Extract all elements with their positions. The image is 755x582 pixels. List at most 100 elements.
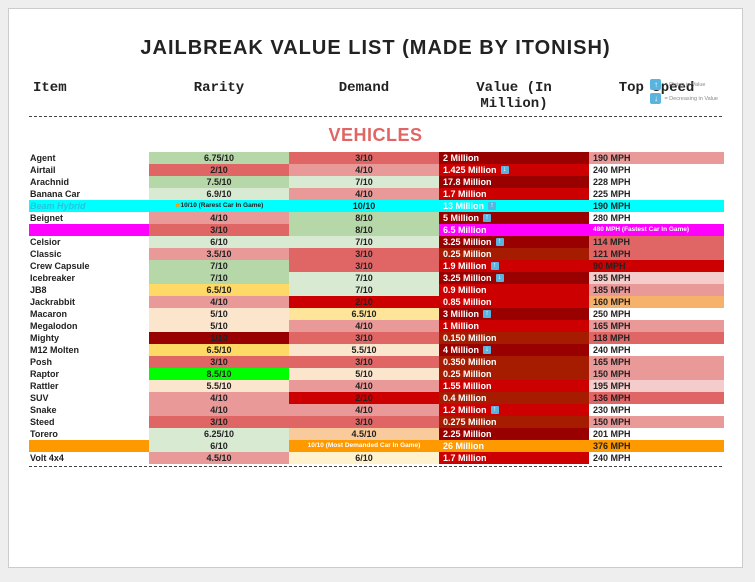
item-name: Steed [29,416,149,428]
value-cell: 0.275 Million [439,416,589,428]
demand-cell: 3/10 [289,332,439,344]
item-name: Rattler [29,380,149,392]
speed-cell: 376 MPH [589,440,724,452]
speed-cell: 150 MPH [589,416,724,428]
speed-cell: 160 MPH [589,296,724,308]
speed-cell: 150 MPH [589,368,724,380]
table-row: Posh3/103/100.350 Million165 MPH [29,356,722,368]
section-title: VEHICLES [29,121,722,152]
col-demand: Demand [289,78,439,114]
col-value: Value (In Million) [439,78,589,114]
demand-cell: 4/10 [289,320,439,332]
rarity-cell: 1/10 [149,332,289,344]
demand-cell: 10/10 (Most Demanded Car In Game) [289,440,439,452]
speed-cell: 114 MPH [589,236,724,248]
table-row: Macaron5/106.5/103 Million↑250 MPH [29,308,722,320]
item-name: Banana Car [29,188,149,200]
value-cell: 1.9 Million↑ [439,260,589,272]
item-name: Volt 4x4 [29,452,149,464]
speed-cell: 250 MPH [589,308,724,320]
value-up-icon: ↑ [496,238,504,246]
value-up-icon: ↑ [488,202,496,210]
item-name: Airtail [29,164,149,176]
table-row: Jackrabbit4/102/100.85 Million160 MPH [29,296,722,308]
value-cell: 1.7 Million [439,188,589,200]
column-headers: Item Rarity Demand Value (In Million) To… [29,78,722,114]
speed-cell: 230 MPH [589,404,724,416]
value-cell: 1.425 Million↓ [439,164,589,176]
table-row: Classic3.5/103/100.25 Million121 MPH [29,248,722,260]
value-cell: 2 Million [439,152,589,164]
item-name: Posh [29,356,149,368]
item-name: Classic [29,248,149,260]
rarity-cell: 2/10 [149,164,289,176]
table-row: JB86.5/107/100.9 Million185 MPH [29,284,722,296]
value-cell: 17.8 Million [439,176,589,188]
rarity-cell: 3/10 [149,224,289,236]
speed-cell: 165 MPH [589,320,724,332]
value-up-icon: ↑ [483,214,491,222]
value-cell: 3 Million↑ [439,308,589,320]
rarity-cell: 6.9/10 [149,188,289,200]
rarity-cell: 4/10 [149,212,289,224]
value-cell: 0.150 Million [439,332,589,344]
vehicle-rows: Agent6.75/103/102 Million190 MPHAirtail2… [29,152,722,464]
item-name: Mighty [29,332,149,344]
demand-cell: 7/10 [289,284,439,296]
demand-cell: 5.5/10 [289,344,439,356]
item-name: Icebreaker [29,272,149,284]
legend-rising-label: = Rising in Value [664,82,705,88]
speed-cell: 280 MPH [589,212,724,224]
rarity-cell: 6.75/10 [149,152,289,164]
value-down-icon: ↓ [496,274,504,282]
value-cell: 26 Million [439,440,589,452]
rarity-cell: 7/10 [149,272,289,284]
item-name: Jackrabbit [29,296,149,308]
rarity-cell: 3.5/10 [149,248,289,260]
rarity-cell: 8.5/10 [149,368,289,380]
rarity-cell: 6.5/10 [149,284,289,296]
speed-cell: 136 MPH [589,392,724,404]
item-name: JB8 [29,284,149,296]
table-row: Brulee3/108/106.5 Million480 MPH (Fastes… [29,224,722,236]
speed-cell: 228 MPH [589,176,724,188]
demand-cell: 6.5/10 [289,308,439,320]
table-row: SUV4/102/100.4 Million136 MPH [29,392,722,404]
demand-cell: 2/10 [289,392,439,404]
table-row: Beam Hybrid★ 10/10 (Rarest Car In Game)1… [29,200,722,212]
rarity-cell: 7.5/10 [149,176,289,188]
decreasing-icon: ↓ [650,93,661,104]
col-rarity: Rarity [149,78,289,114]
table-row: Beignet4/108/105 Million↑280 MPH [29,212,722,224]
demand-cell: 2/10 [289,296,439,308]
value-up-icon: ↑ [491,262,499,270]
speed-cell: 240 MPH [589,452,724,464]
item-name: Celsior [29,236,149,248]
table-row: Banana Car6.9/104/101.7 Million225 MPH [29,188,722,200]
table-row: Torero6.25/104.5/102.25 Million201 MPH [29,428,722,440]
demand-cell: 5/10 [289,368,439,380]
item-name: Megalodon [29,320,149,332]
rarity-cell: 6/10 [149,236,289,248]
divider-bottom [29,466,722,467]
demand-cell: 4.5/10 [289,428,439,440]
table-row: Airtail2/104/101.425 Million↓240 MPH [29,164,722,176]
rising-icon: ↑ [650,79,661,90]
table-row: M12 Molten6.5/105.5/104 Million↓240 MPH [29,344,722,356]
speed-cell: 195 MPH [589,272,724,284]
item-name: Beam Hybrid [29,200,149,212]
value-cell: 5 Million↑ [439,212,589,224]
page-title: JAILBREAK VALUE LIST (MADE BY ITONISH) [29,37,722,60]
value-cell: 0.4 Million [439,392,589,404]
value-cell: 1.55 Million [439,380,589,392]
rarity-cell: 7/10 [149,260,289,272]
item-name: Raptor [29,368,149,380]
value-cell: 6.5 Million [439,224,589,236]
legend-decreasing-label: = Decreasing in Value [664,96,718,102]
item-name: Macaron [29,308,149,320]
rarity-cell: 5.5/10 [149,380,289,392]
col-item: Item [29,78,149,114]
speed-cell: 240 MPH [589,164,724,176]
demand-cell: 3/10 [289,416,439,428]
demand-cell: 4/10 [289,188,439,200]
